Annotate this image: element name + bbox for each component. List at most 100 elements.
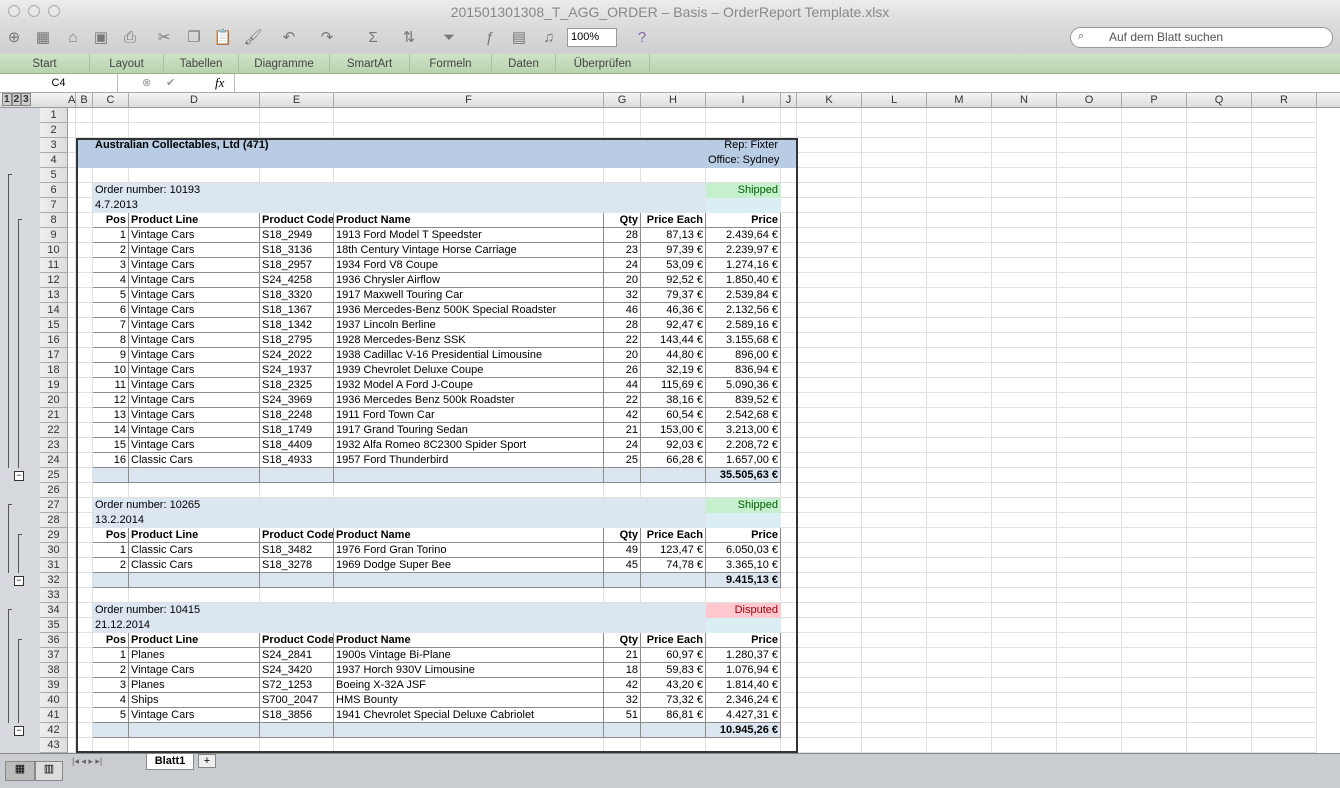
cell[interactable]	[76, 183, 93, 198]
minimize-window-button[interactable]	[28, 5, 40, 17]
cell[interactable]	[1252, 738, 1317, 753]
cell[interactable]	[76, 423, 93, 438]
cell[interactable]	[927, 108, 992, 123]
cell[interactable]	[797, 333, 862, 348]
price-cell[interactable]: 1.274,16 €	[706, 258, 781, 273]
pos-cell[interactable]: 9	[93, 348, 129, 363]
cell[interactable]	[992, 663, 1057, 678]
cell[interactable]	[797, 528, 862, 543]
column-header-L[interactable]: L	[862, 93, 927, 108]
cell[interactable]	[1122, 693, 1187, 708]
pos-cell[interactable]: 15	[93, 438, 129, 453]
cell[interactable]	[992, 498, 1057, 513]
cell[interactable]	[129, 123, 260, 138]
cell[interactable]	[68, 153, 76, 168]
pos-cell[interactable]: 11	[93, 378, 129, 393]
total-row-cell[interactable]	[334, 573, 604, 588]
order-date[interactable]: 4.7.2013	[95, 199, 138, 211]
price-each-cell[interactable]: 38,16 €	[641, 393, 706, 408]
cell[interactable]	[1057, 393, 1122, 408]
product-line-cell[interactable]: Planes	[129, 678, 260, 693]
cell[interactable]	[992, 258, 1057, 273]
price-each-cell[interactable]: 92,03 €	[641, 438, 706, 453]
cell[interactable]	[68, 663, 76, 678]
column-label-qty[interactable]: Qty	[604, 213, 641, 228]
column-header-B[interactable]: B	[76, 93, 93, 108]
cell[interactable]	[992, 303, 1057, 318]
price-cell[interactable]: 1.280,37 €	[706, 648, 781, 663]
cell[interactable]	[927, 228, 992, 243]
cell[interactable]	[1187, 633, 1252, 648]
row-header[interactable]: 30	[40, 543, 68, 558]
pos-cell[interactable]: 4	[93, 693, 129, 708]
cell[interactable]	[1122, 498, 1187, 513]
cell[interactable]	[1057, 633, 1122, 648]
cell[interactable]	[334, 588, 604, 603]
cell[interactable]	[927, 318, 992, 333]
cell[interactable]	[797, 348, 862, 363]
product-line-cell[interactable]: Vintage Cars	[129, 258, 260, 273]
total-row-cell[interactable]	[334, 723, 604, 738]
ribbon-tab-layout[interactable]: Layout	[90, 54, 164, 74]
undo-icon[interactable]: ↶	[282, 29, 296, 46]
qty-cell[interactable]: 32	[604, 693, 641, 708]
cell[interactable]	[76, 228, 93, 243]
pos-cell[interactable]: 5	[93, 708, 129, 723]
cell[interactable]	[604, 123, 641, 138]
cell[interactable]	[68, 258, 76, 273]
qty-cell[interactable]: 46	[604, 303, 641, 318]
cell[interactable]	[781, 123, 797, 138]
cell[interactable]	[992, 288, 1057, 303]
cell[interactable]	[1057, 423, 1122, 438]
product-code-cell[interactable]: S18_2957	[260, 258, 334, 273]
cell[interactable]	[260, 168, 334, 183]
price-each-cell[interactable]: 60,97 €	[641, 648, 706, 663]
cell[interactable]	[1187, 378, 1252, 393]
cell[interactable]	[1122, 333, 1187, 348]
cell[interactable]	[1187, 528, 1252, 543]
row-header[interactable]: 29	[40, 528, 68, 543]
cell[interactable]	[1187, 258, 1252, 273]
cell[interactable]	[992, 558, 1057, 573]
cell[interactable]	[862, 258, 927, 273]
cell[interactable]	[781, 588, 797, 603]
cell[interactable]	[781, 738, 797, 753]
cell[interactable]	[1252, 543, 1317, 558]
product-code-cell[interactable]: S18_4933	[260, 453, 334, 468]
column-label-pos[interactable]: Pos	[93, 213, 129, 228]
cell[interactable]	[797, 183, 862, 198]
cell[interactable]	[1187, 438, 1252, 453]
cell[interactable]	[927, 198, 992, 213]
product-code-cell[interactable]: S18_3320	[260, 288, 334, 303]
product-name-cell[interactable]: 1941 Chevrolet Special Deluxe Cabriolet	[334, 708, 604, 723]
pos-cell[interactable]: 2	[93, 558, 129, 573]
cell[interactable]	[68, 738, 76, 753]
cell[interactable]	[992, 723, 1057, 738]
cell[interactable]	[862, 483, 927, 498]
cell[interactable]	[1057, 168, 1122, 183]
pos-cell[interactable]: 16	[93, 453, 129, 468]
cell[interactable]	[927, 258, 992, 273]
cell[interactable]	[1187, 408, 1252, 423]
cell[interactable]	[992, 138, 1057, 153]
product-name-cell[interactable]: 1932 Model A Ford J-Coupe	[334, 378, 604, 393]
collapse-group-button[interactable]: −	[14, 471, 24, 481]
product-name-cell[interactable]: 1932 Alfa Romeo 8C2300 Spider Sport	[334, 438, 604, 453]
total-row-cell[interactable]	[604, 468, 641, 483]
cell[interactable]	[1057, 183, 1122, 198]
cell[interactable]	[927, 498, 992, 513]
row-header[interactable]: 1	[40, 108, 68, 123]
cell[interactable]	[1252, 273, 1317, 288]
pos-cell[interactable]: 8	[93, 333, 129, 348]
cell[interactable]	[641, 738, 706, 753]
price-each-cell[interactable]: 66,28 €	[641, 453, 706, 468]
cell[interactable]	[797, 543, 862, 558]
cell[interactable]	[706, 483, 781, 498]
total-row-cell[interactable]	[93, 723, 129, 738]
qty-cell[interactable]: 42	[604, 408, 641, 423]
cell[interactable]	[797, 273, 862, 288]
cell[interactable]	[927, 333, 992, 348]
price-cell[interactable]: 2.539,84 €	[706, 288, 781, 303]
cell[interactable]	[927, 603, 992, 618]
cell[interactable]	[862, 648, 927, 663]
